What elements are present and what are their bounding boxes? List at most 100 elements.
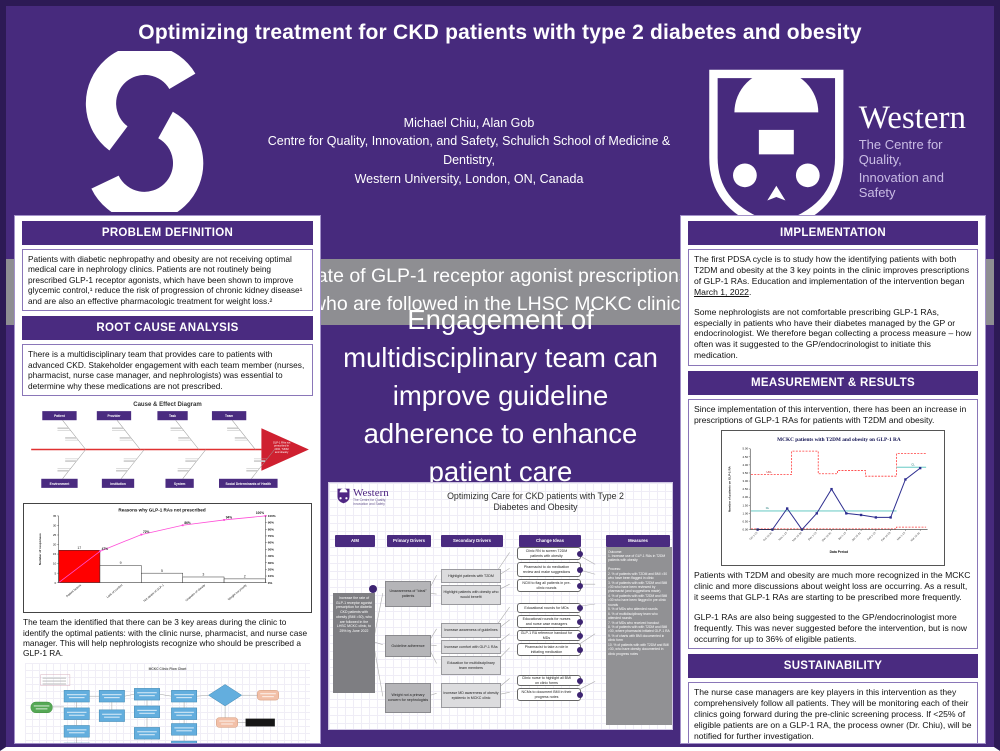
problem-definition-body: Patients with diabetic nephropathy and o… xyxy=(22,249,313,312)
driver-header-measures: Measures xyxy=(606,535,670,547)
driver-change-9: NCMs to document BMI in their progress n… xyxy=(517,688,583,701)
svg-text:Data Period: Data Period xyxy=(830,550,849,554)
driver-western-logo: Western The Centre for Quality, Innovati… xyxy=(337,488,389,507)
western-logo: Western The Centre for Quality, Innovati… xyxy=(706,67,966,235)
section-measurement: MEASUREMENT & RESULTS xyxy=(688,371,978,396)
svg-text:CL: CL xyxy=(766,506,770,510)
root-cause-conclusion: The team the identified that there can b… xyxy=(23,617,308,659)
svg-text:MCKC patients with T2DM and ob: MCKC patients with T2DM and obesity on G… xyxy=(777,437,901,443)
pareto-chart: Reasons why GLP-1 RAs not prescribed Numb… xyxy=(23,503,312,614)
driver-change-4: Educational rounds for MDs xyxy=(517,603,583,613)
svg-text:Social Determinants of Health: Social Determinants of Health xyxy=(225,482,271,486)
svg-text:100%: 100% xyxy=(256,511,264,515)
svg-text:15: 15 xyxy=(53,552,57,556)
svg-text:20%: 20% xyxy=(268,568,274,572)
left-column: PROBLEM DEFINITION Patients with diabeti… xyxy=(14,215,321,744)
svg-text:Number of responses: Number of responses xyxy=(38,533,42,565)
svg-text:Dec 16-31: Dec 16-31 xyxy=(821,530,833,542)
svg-text:4.50: 4.50 xyxy=(743,455,749,459)
svg-text:47%: 47% xyxy=(102,547,109,551)
driver-aim-box: Increase the rate of GLP-1 receptor agon… xyxy=(333,593,375,693)
svg-text:0%: 0% xyxy=(268,581,273,585)
svg-text:2.00: 2.00 xyxy=(743,495,749,499)
svg-text:100%: 100% xyxy=(268,514,276,518)
svg-text:10: 10 xyxy=(53,562,57,566)
driver-header-secondary: Secondary Drivers xyxy=(441,535,503,547)
implementation-body: The first PDSA cycle is to study how the… xyxy=(688,249,978,367)
svg-text:Provider: Provider xyxy=(107,414,121,418)
svg-text:0: 0 xyxy=(55,581,57,585)
svg-text:5: 5 xyxy=(55,571,57,575)
driver-primary-1: Unawareness of "ideal" patients xyxy=(385,581,431,607)
driver-western-text: Western The Centre for Quality, Innovati… xyxy=(353,488,389,507)
svg-text:2: 2 xyxy=(244,575,246,579)
western-shield-icon xyxy=(709,70,844,233)
svg-text:1.50: 1.50 xyxy=(743,503,749,507)
svg-text:Feb 1-15: Feb 1-15 xyxy=(866,530,877,541)
driver-secondary-3: Increase awareness of guidelines xyxy=(441,623,501,638)
svg-text:Mar 1-15: Mar 1-15 xyxy=(896,530,907,541)
driver-header-change: Change Ideas xyxy=(519,535,581,547)
section-sustainability: SUSTAINABILITY xyxy=(688,654,978,679)
driver-change-2: Pharmacist to do medication review and m… xyxy=(517,562,583,577)
driver-western-shield-icon xyxy=(337,488,350,504)
svg-text:Oct 1-15: Oct 1-15 xyxy=(748,530,758,540)
implementation-p1-text: The first PDSA cycle is to study how the… xyxy=(694,254,970,286)
svg-text:90%: 90% xyxy=(268,521,274,525)
driver-measures-box: Outcome: 1. Increase use of GLP-1 RAs in… xyxy=(606,547,672,725)
svg-text:35: 35 xyxy=(53,514,57,518)
implementation-date: March 1, 2022 xyxy=(694,286,749,297)
svg-text:Task: Task xyxy=(169,414,176,418)
svg-text:1.00: 1.00 xyxy=(743,511,749,515)
key-message: Engagement of multidisciplinary team can… xyxy=(343,304,658,487)
svg-text:30: 30 xyxy=(53,524,57,528)
columns: PROBLEM DEFINITION Patients with diabeti… xyxy=(6,212,994,747)
svg-text:Lack of comfort: Lack of comfort xyxy=(106,583,124,599)
driver-change-6: GLP-1 RA reference handout for MDs xyxy=(517,630,583,641)
driver-change-7: Pharmacist to take a role in initiating … xyxy=(517,643,583,656)
svg-text:Nov 16-30: Nov 16-30 xyxy=(791,530,803,542)
driver-secondary-4: Increase comfort with GLP-1 RAs xyxy=(441,640,501,654)
driver-change-5: Educational rounds for nurses and nurse … xyxy=(517,615,583,628)
flowchart-svg: MCKC Clinic Flow Chart xyxy=(30,667,280,743)
affiliation-line1: Centre for Quality, Innovation, and Safe… xyxy=(267,134,671,168)
svg-text:UCL: UCL xyxy=(766,470,772,474)
run-chart-svg: MCKC patients with T2DM and obesity on G… xyxy=(728,437,928,554)
driver-header-aim: AIM xyxy=(335,535,375,547)
svg-text:40%: 40% xyxy=(268,554,274,558)
measurement-p1: Since implementation of this interventio… xyxy=(694,404,967,426)
implementation-p1-end: . xyxy=(748,286,752,297)
svg-text:86%: 86% xyxy=(184,521,191,525)
authors: Michael Chiu, Alan Gob xyxy=(403,115,535,130)
measurement-p2: Patients with T2DM and obesity are much … xyxy=(694,569,971,602)
svg-text:50%: 50% xyxy=(268,547,274,551)
affiliation-line2: Western University, London, ON, Canada xyxy=(354,171,584,186)
western-tagline-1: The Centre for Quality, xyxy=(858,136,943,167)
driver-header-primary: Primary Drivers xyxy=(387,535,431,547)
svg-text:MCKC Clinic Flow Chart: MCKC Clinic Flow Chart xyxy=(149,667,188,671)
svg-text:Weight not priority: Weight not priority xyxy=(227,583,248,601)
authors-block: Michael Chiu, Alan Gob Centre for Qualit… xyxy=(232,114,706,189)
western-wordmark: Western xyxy=(858,99,966,136)
svg-text:3: 3 xyxy=(202,573,204,577)
driver-western-wordmark: Western xyxy=(353,487,389,499)
svg-text:Oct 16-31: Oct 16-31 xyxy=(762,530,773,541)
svg-text:Feb 16-28: Feb 16-28 xyxy=(880,530,892,542)
svg-text:0.00: 0.00 xyxy=(743,527,749,531)
right-column: IMPLEMENTATION The first PDSA cycle is t… xyxy=(680,215,986,744)
svg-text:4.00: 4.00 xyxy=(743,463,749,467)
driver-secondary-6: Increase MD awareness of obesity epidemi… xyxy=(441,683,501,708)
driver-diagram-title: Optimizing Care for CKD patients with Ty… xyxy=(419,491,652,514)
driver-change-8: Clinic nurse to highlight all BMI on cli… xyxy=(517,675,583,686)
svg-text:Reasons why GLP-1 RAs not pres: Reasons why GLP-1 RAs not prescribed xyxy=(118,507,205,512)
driver-title-line2: Diabetes and Obesity xyxy=(493,502,578,513)
svg-text:10%: 10% xyxy=(268,574,274,578)
driver-aim-marker xyxy=(369,585,377,593)
driver-secondary-2: Highlight patients with obesity who woul… xyxy=(441,585,501,605)
sustainability-body: The nurse case managers are key players … xyxy=(688,682,978,743)
svg-text:70%: 70% xyxy=(268,534,274,538)
measurement-body: Since implementation of this interventio… xyxy=(688,399,978,650)
measurement-p3: GLP-1 RAs are also being suggested to th… xyxy=(694,611,967,644)
